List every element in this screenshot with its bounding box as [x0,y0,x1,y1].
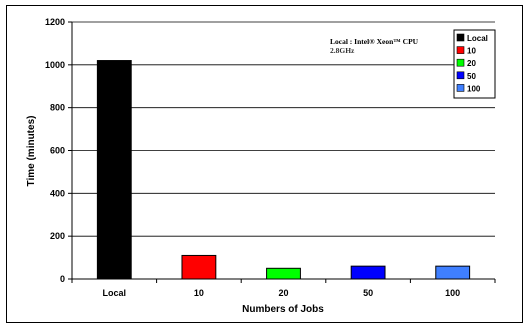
legend-swatch [456,33,465,42]
legend-entry: 100 [467,84,481,93]
y-tick-label: 1000 [45,60,65,70]
y-tick-label: 1200 [45,17,65,27]
legend-swatch [456,71,465,80]
bar-10 [181,254,217,280]
y-tick-labels: 0 200 400 600 800 1000 1200 [45,17,72,284]
x-tick-label: 100 [445,288,460,298]
annotation-line-2: 2.8GHz [330,46,355,55]
x-tick-labels: Local 10 20 50 100 [71,279,496,298]
legend-swatch [456,46,465,54]
legend-swatch [456,84,465,92]
bar-50 [350,265,386,280]
bar-local [96,60,132,280]
legend-entry: 10 [467,47,476,56]
x-tick-label: 50 [363,288,373,298]
x-tick-label: 10 [194,288,204,298]
legend-entry: Local [467,34,488,43]
bar-20 [266,267,301,280]
bar-100 [435,265,471,280]
y-tick-label: 400 [50,188,65,198]
x-tick-label: 20 [278,288,288,298]
legend: Local 10 20 50 100 [453,29,496,99]
legend-entry: 20 [467,59,476,68]
y-tick-label: 800 [50,103,65,113]
annotation-line-1: Local : Intel® Xeon™ CPU [330,37,419,46]
legend-swatch [456,58,465,67]
x-tick-label: Local [103,288,127,298]
legend-entry: 50 [467,72,476,81]
x-axis-title: Numbers of Jobs [242,304,324,315]
y-tick-label: 600 [50,146,65,156]
y-axis-title: Time (minutes) [26,116,37,187]
y-tick-label: 200 [50,231,65,241]
cpu-annotation: Local : Intel® Xeon™ CPU 2.8GHz [330,37,419,55]
bars [96,60,471,280]
y-tick-label: 0 [60,274,65,284]
gridlines [72,21,495,237]
